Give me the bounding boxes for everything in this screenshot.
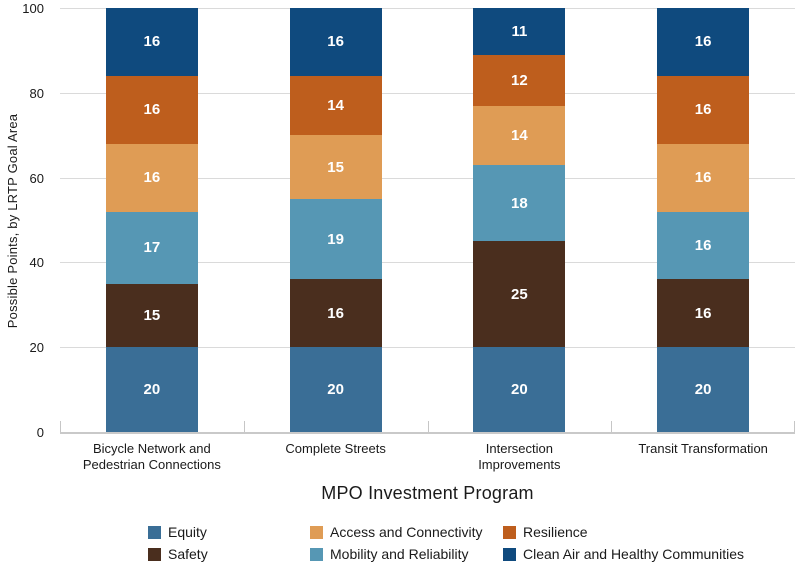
- bar-segment: 11: [473, 8, 566, 55]
- x-axis-tick: [60, 421, 61, 432]
- x-axis-tick: [611, 421, 613, 432]
- bar-segment: 20: [105, 347, 198, 432]
- legend-label: Mobility and Reliability: [330, 546, 469, 562]
- category-label: Intersection Improvements: [478, 441, 561, 472]
- legend-swatch: [148, 525, 161, 539]
- bar-value-label: 16: [694, 33, 712, 51]
- bar-segment: 16: [657, 75, 750, 144]
- bar-segment: 16: [657, 279, 750, 348]
- bar-segment: 14: [289, 75, 382, 136]
- bar-value-label: 20: [143, 381, 161, 399]
- bar: 20 16 19 15 14 16: [289, 8, 382, 432]
- bar-segment: 16: [657, 143, 750, 212]
- bar: 20 15 17 16 16 16: [105, 8, 198, 432]
- bar-segment: 19: [289, 198, 382, 280]
- bar-value-label: 25: [511, 285, 528, 303]
- bar-segment: 15: [289, 135, 382, 199]
- bar-value-label: 16: [143, 169, 161, 187]
- bar-value-label: 16: [694, 236, 712, 254]
- bar-value-label: 14: [511, 126, 528, 144]
- legend-item: Resilience: [503, 524, 744, 540]
- bar: 20 25 18 14 12 11: [473, 8, 566, 432]
- legend-label: Equity: [168, 524, 207, 540]
- category-label: Bicycle Network and Pedestrian Connection…: [82, 441, 221, 472]
- legend: Equity Access and Connectivity Resilience S…: [148, 524, 744, 562]
- bar-segment: 16: [657, 8, 750, 76]
- bar-segment: 16: [657, 211, 750, 280]
- bar-segment: 16: [105, 8, 198, 76]
- gridline: [60, 8, 795, 9]
- bar-value-label: 19: [327, 230, 344, 248]
- bar-value-label: 20: [694, 381, 712, 399]
- bar-segment: 16: [289, 279, 382, 348]
- x-axis-tick: [427, 421, 429, 432]
- bar-segment: 17: [105, 211, 198, 284]
- bar-segment: 20: [289, 347, 382, 432]
- bar-value-label: 11: [511, 22, 528, 40]
- y-tick-label: 20: [29, 340, 44, 356]
- bar-value-label: 17: [143, 239, 161, 257]
- category-label: Transit Transformation: [638, 441, 768, 456]
- gridline: [60, 177, 795, 179]
- legend-label: Access and Connectivity: [330, 524, 483, 540]
- y-tick-label: 80: [29, 85, 44, 101]
- bar: 20 16 16 16 16 16: [657, 8, 750, 432]
- bar-value-label: 15: [143, 306, 161, 324]
- bar-segment: 12: [473, 54, 566, 106]
- x-axis-title: MPO Investment Program: [321, 483, 534, 503]
- legend-swatch: [310, 525, 323, 539]
- bar-segment: 20: [657, 347, 750, 432]
- bar-segment: 14: [473, 105, 566, 165]
- bar-segment: 20: [473, 347, 566, 432]
- legend-label: Safety: [168, 546, 208, 562]
- bar-value-label: 20: [327, 381, 344, 399]
- gridline: [60, 262, 795, 264]
- y-axis-title: Possible Points, by LRTP Goal Area: [5, 113, 20, 329]
- legend-swatch: [310, 547, 323, 561]
- legend-label: Clean Air and Healthy Communities: [523, 546, 744, 562]
- x-axis-tick: [794, 421, 795, 432]
- legend-item: Mobility and Reliability: [310, 546, 503, 562]
- legend-item: Access and Connectivity: [310, 524, 503, 540]
- bar-value-label: 18: [511, 194, 528, 212]
- plot-area: 20 15 17 16 16 16 20 16 19 15 14 16 20 25 18 14 12 11 20 16…: [60, 8, 795, 434]
- bar-segment: 16: [105, 143, 198, 212]
- gridline: [60, 347, 795, 349]
- bar-value-label: 20: [511, 381, 528, 399]
- y-tick-label: 0: [36, 425, 44, 440]
- bar-value-label: 16: [327, 33, 344, 51]
- bar-value-label: 12: [511, 71, 528, 89]
- bar-segment: 16: [105, 75, 198, 144]
- legend-item: Clean Air and Healthy Communities: [503, 546, 744, 562]
- legend-item: Equity: [148, 524, 310, 540]
- bar-value-label: 16: [694, 169, 712, 187]
- legend-swatch: [503, 525, 516, 539]
- bar-value-label: 16: [694, 101, 712, 119]
- x-axis-tick: [243, 421, 245, 432]
- y-tick-label: 100: [22, 1, 44, 16]
- bar-segment: 18: [473, 164, 566, 242]
- gridline: [60, 92, 795, 94]
- bar-value-label: 15: [327, 158, 344, 176]
- bar-segment: 25: [473, 241, 566, 348]
- bar-segment: 15: [105, 283, 198, 348]
- bar-value-label: 16: [143, 101, 161, 119]
- bar-value-label: 16: [327, 304, 344, 322]
- legend-label: Resilience: [523, 524, 588, 540]
- y-tick-label: 60: [29, 170, 44, 186]
- bar-segment: 16: [289, 8, 382, 76]
- bar-value-label: 14: [327, 97, 344, 115]
- bar-value-label: 16: [143, 33, 161, 51]
- legend-swatch: [148, 547, 161, 561]
- legend-swatch: [503, 547, 516, 561]
- legend-item: Safety: [148, 546, 310, 562]
- bar-value-label: 16: [694, 304, 712, 322]
- x-axis-categories: Bicycle Network and Pedestrian Connection…: [60, 441, 795, 473]
- category-label: Complete Streets: [285, 441, 386, 456]
- y-tick-label: 40: [29, 255, 44, 271]
